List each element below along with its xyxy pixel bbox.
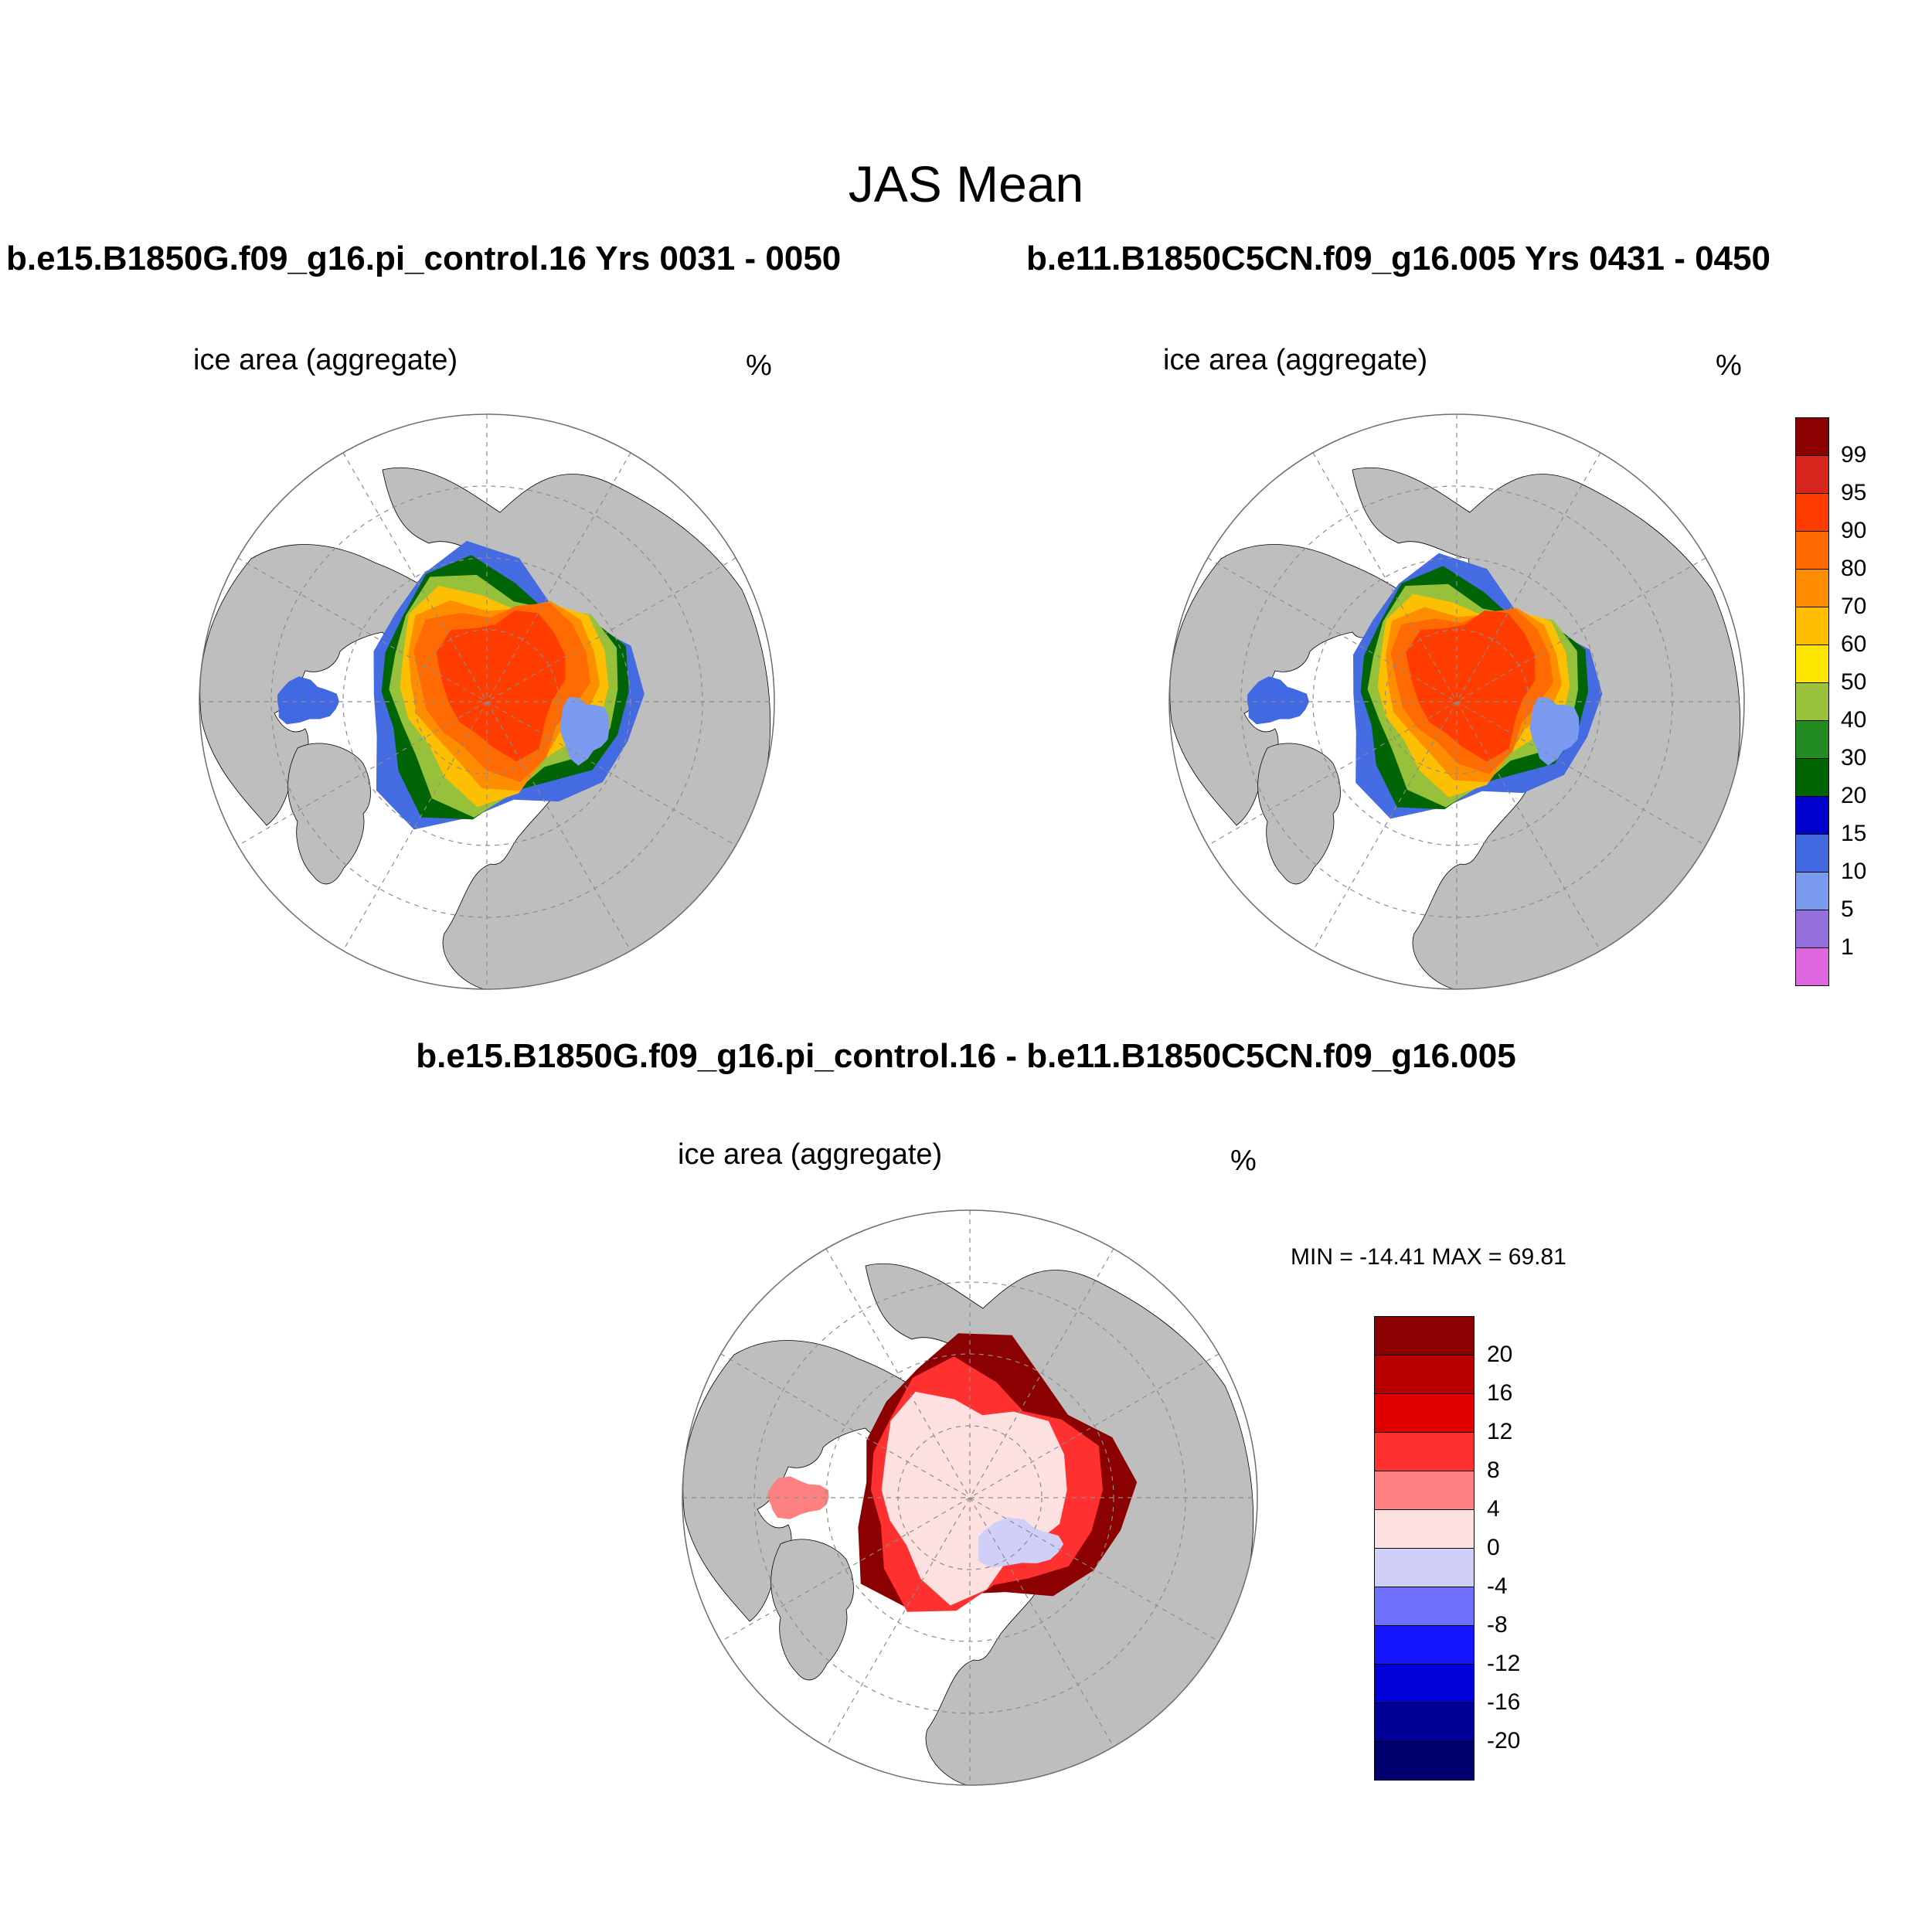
difference-colorbar-swatch: [1374, 1355, 1475, 1394]
map-boundary: [1168, 413, 1745, 990]
difference-colorbar-swatch: [1374, 1432, 1475, 1471]
ice-area-colorbar-swatch: [1795, 872, 1829, 910]
panel-2-variable-label: ice area (aggregate): [1163, 344, 1428, 376]
ice-area-colorbar-tick-label: 15: [1841, 821, 1867, 846]
ice-area-colorbar-swatch: [1795, 720, 1829, 759]
difference-field: [978, 1517, 1064, 1568]
difference-colorbar-tick-label: -12: [1487, 1651, 1521, 1676]
difference-colorbar-tick-label: 0: [1487, 1535, 1500, 1560]
ice-area-colorbar-swatch: [1795, 758, 1829, 797]
difference-colorbar-swatch: [1374, 1316, 1475, 1355]
ice-area-colorbar-swatch: [1795, 682, 1829, 721]
ice-area-colorbar-swatch: [1795, 607, 1829, 645]
ice-area-colorbar-swatch: [1795, 569, 1829, 607]
difference-panel-title: b.e15.B1850G.f09_g16.pi_control.16 - b.e…: [416, 1037, 1516, 1075]
difference-colorbar-tick-label: 12: [1487, 1419, 1513, 1444]
ice-area-colorbar-tick-label: 50: [1841, 669, 1867, 695]
panel-2-polar-map: [1168, 413, 1745, 990]
difference-colorbar-swatch: [1374, 1393, 1475, 1433]
difference-colorbar-swatch: [1374, 1741, 1475, 1781]
ice-area-colorbar-swatch: [1795, 796, 1829, 835]
ice-area-colorbar-tick-label: 80: [1841, 556, 1867, 581]
ice-area-colorbar-tick-label: 70: [1841, 594, 1867, 619]
ice-area-colorbar-swatch: [1795, 910, 1829, 948]
difference-polar-map: [682, 1209, 1258, 1786]
difference-colorbar-swatch: [1374, 1509, 1475, 1549]
panel-3-units-label: %: [1230, 1145, 1257, 1177]
difference-colorbar-tick-label: -4: [1487, 1573, 1508, 1599]
difference-colorbar-tick-label: 20: [1487, 1342, 1513, 1367]
ice-area-colorbar-tick-label: 20: [1841, 783, 1867, 808]
ice-area-colorbar-swatch: [1795, 645, 1829, 683]
hudson-bay-ice: [1247, 676, 1309, 725]
difference-colorbar-tick-label: -20: [1487, 1728, 1521, 1753]
difference-colorbar-swatch: [1374, 1471, 1475, 1510]
ice-area-colorbar-swatch: [1795, 455, 1829, 494]
difference-colorbar-swatch: [1374, 1664, 1475, 1703]
longitude-line: [1207, 557, 1706, 846]
barents-ice-edge: [1529, 696, 1580, 766]
longitude-line: [237, 557, 736, 846]
ice-area-colorbar-tick-label: 40: [1841, 707, 1867, 733]
map-boundary: [682, 1209, 1258, 1786]
panel-1-polar-map: [199, 413, 775, 990]
ice-area-colorbar-tick-label: 99: [1841, 442, 1867, 468]
difference-colorbar-tick-label: 16: [1487, 1380, 1513, 1406]
ice-area-colorbar-swatch: [1795, 947, 1829, 986]
difference-colorbar-swatch: [1374, 1625, 1475, 1665]
ice-area-colorbar-tick-label: 90: [1841, 518, 1867, 543]
longitude-line: [720, 1353, 1219, 1642]
sea-ice-contour: [1406, 610, 1536, 762]
ice-area-colorbar-tick-label: 10: [1841, 859, 1867, 884]
ice-area-colorbar-swatch: [1795, 493, 1829, 532]
difference-colorbar-tick-label: 8: [1487, 1458, 1500, 1483]
panel-2-title: b.e11.B1850C5CN.f09_g16.005 Yrs 0431 - 0…: [1026, 240, 1770, 277]
panel-1-units-label: %: [746, 349, 772, 382]
difference-colorbar-tick-label: -8: [1487, 1612, 1508, 1638]
hudson-bay-ice: [277, 676, 339, 725]
min-max-label: MIN = -14.41 MAX = 69.81: [1291, 1244, 1566, 1270]
ice-area-colorbar-tick-label: 95: [1841, 480, 1867, 505]
difference-colorbar-swatch: [1374, 1548, 1475, 1587]
ice-area-colorbar-tick-label: 30: [1841, 745, 1867, 770]
map-boundary: [199, 413, 775, 990]
panel-2-units-label: %: [1716, 349, 1742, 382]
land-mass: [287, 743, 371, 885]
ice-area-colorbar-swatch: [1795, 531, 1829, 570]
ice-area-colorbar-tick-label: 1: [1841, 934, 1854, 960]
difference-colorbar-swatch: [1374, 1702, 1475, 1742]
ice-area-colorbar-swatch: [1795, 417, 1829, 456]
ice-area-colorbar-tick-label: 60: [1841, 631, 1867, 657]
difference-colorbar-swatch: [1374, 1587, 1475, 1626]
panel-3-variable-label: ice area (aggregate): [678, 1138, 943, 1171]
difference-colorbar-tick-label: -16: [1487, 1689, 1521, 1715]
panel-1-title: b.e15.B1850G.f09_g16.pi_control.16 Yrs 0…: [6, 240, 842, 277]
land-mass: [770, 1539, 854, 1681]
sea-ice-contour: [436, 610, 566, 762]
difference-field: [881, 1391, 1067, 1606]
ice-area-colorbar-tick-label: 5: [1841, 896, 1854, 922]
land-mass: [1257, 743, 1341, 885]
difference-colorbar-tick-label: 4: [1487, 1496, 1500, 1522]
figure-title: JAS Mean: [848, 155, 1084, 213]
panel-1-variable-label: ice area (aggregate): [193, 344, 458, 376]
barents-ice-edge: [560, 696, 610, 766]
ice-area-colorbar-swatch: [1795, 834, 1829, 872]
